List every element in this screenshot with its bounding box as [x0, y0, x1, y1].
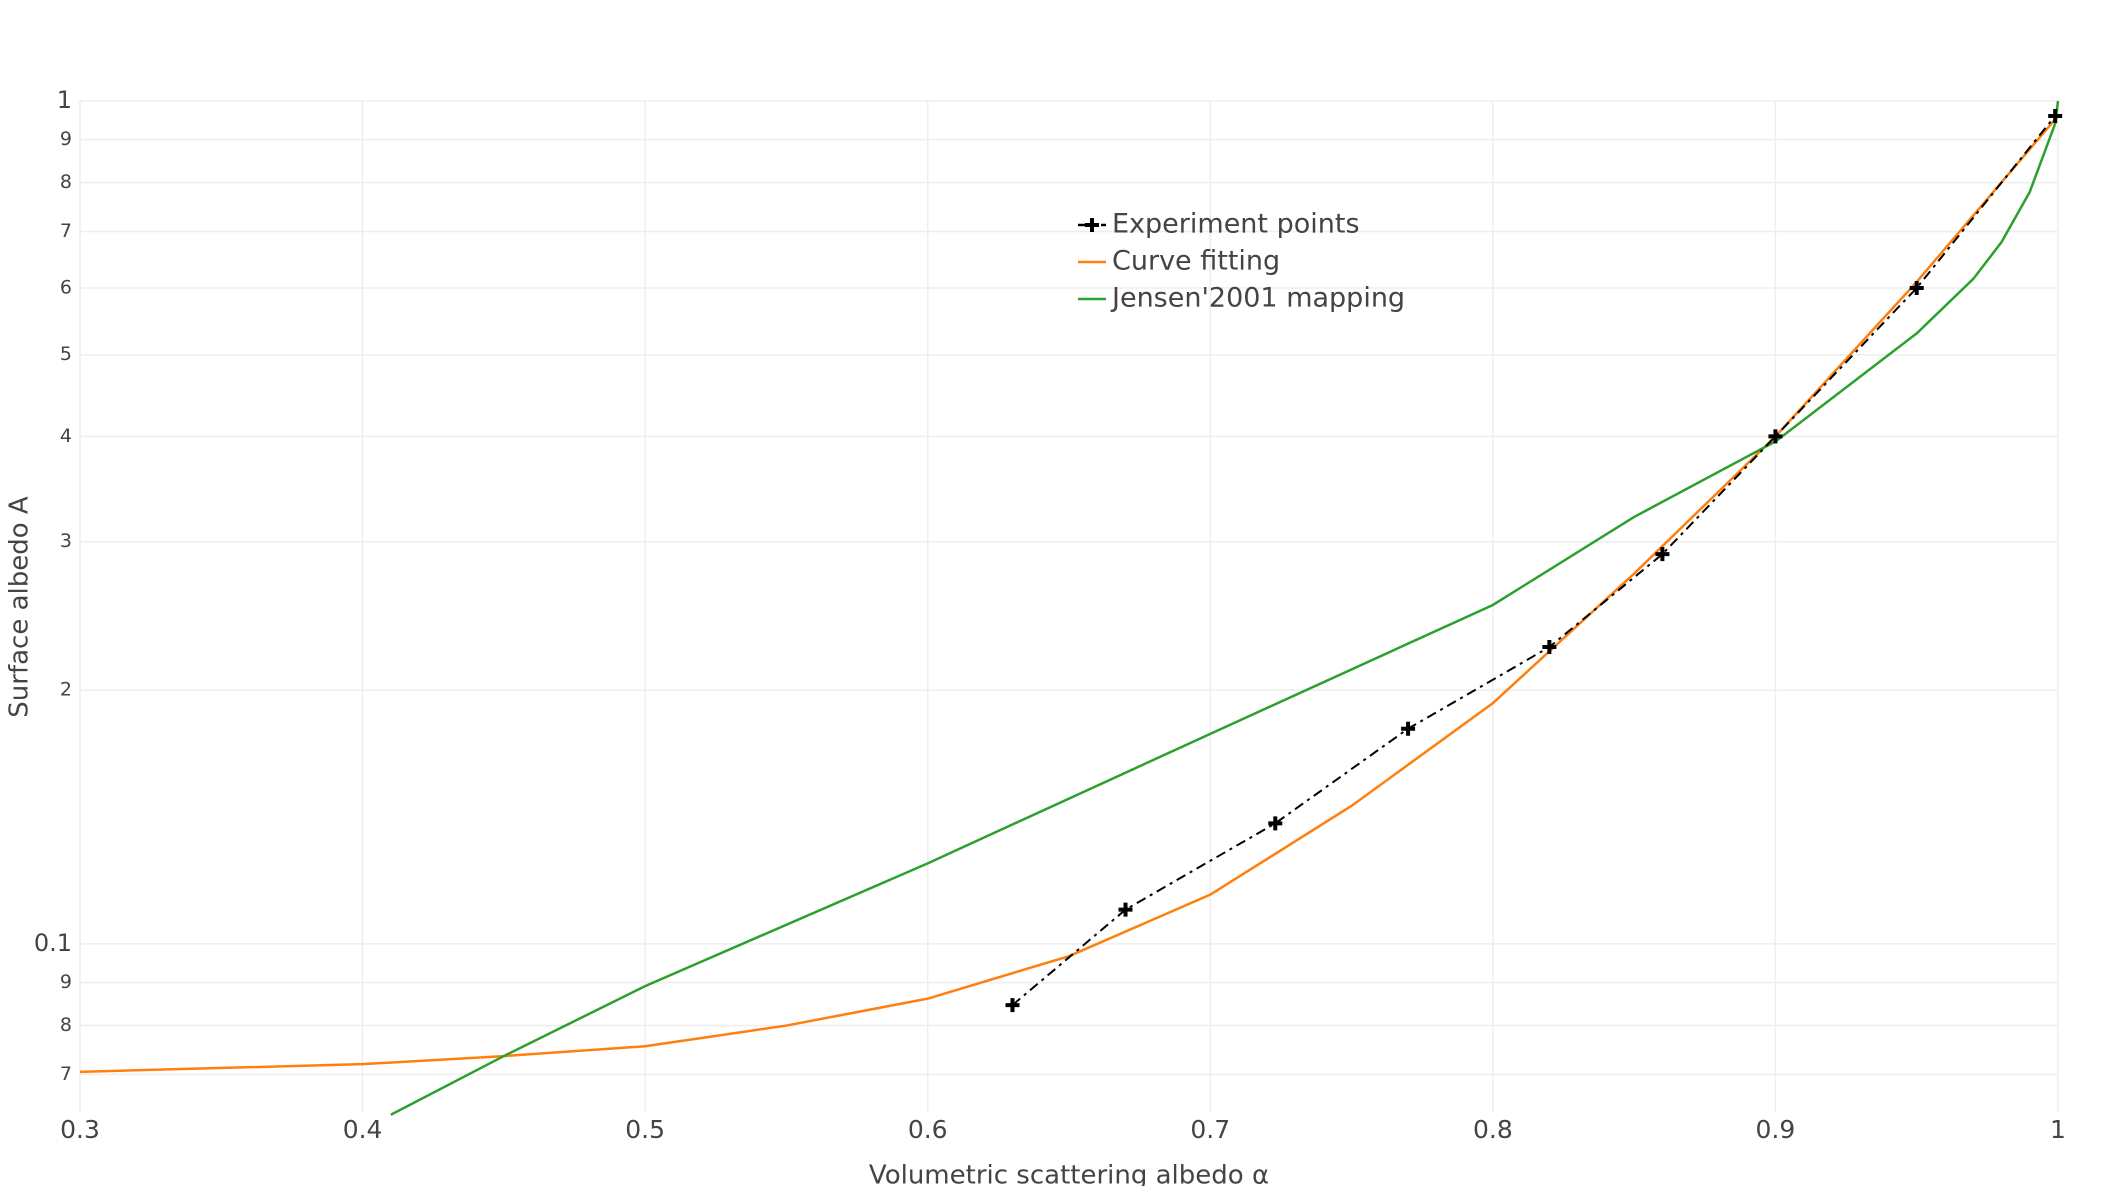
marker — [1542, 640, 1557, 655]
x-tick-label: 1 — [2050, 1115, 2066, 1144]
y-tick-label: 9 — [60, 971, 72, 993]
y-tick-label: 7 — [60, 220, 72, 242]
grid: 7 8 9 0.1 2 3 4 5 6 7 8 9 1 0.3 0.4 0.5 0.6 0.7 0.8 0.9 1 — [34, 86, 2066, 1144]
x-tick-label: 0.8 — [1473, 1115, 1513, 1144]
y-tick-label: 8 — [60, 171, 72, 193]
x-tick-label: 0.3 — [60, 1115, 100, 1144]
y-tick-label: 4 — [60, 425, 72, 447]
x-axis-title: Volumetric scattering albedo α — [869, 1161, 1269, 1186]
y-tick-label: 0.1 — [34, 929, 72, 957]
marker — [1268, 816, 1283, 831]
marker — [1655, 547, 1670, 562]
marker — [2048, 108, 2063, 123]
y-tick-label: 5 — [60, 343, 72, 365]
legend-label: Jensen'2001 mapping — [1110, 283, 1405, 314]
series-line — [79, 115, 2059, 1074]
y-tick-label: 1 — [57, 86, 72, 114]
y-tick-label: 8 — [60, 1014, 72, 1036]
y-tick-label: 6 — [60, 276, 72, 298]
y-tick-label: 3 — [60, 530, 72, 552]
x-tick-label: 0.4 — [343, 1115, 383, 1144]
y-tick-label: 7 — [60, 1063, 72, 1085]
x-tick-label: 0.9 — [1756, 1115, 1796, 1144]
marker — [1909, 280, 1924, 295]
y-tick-label: 9 — [60, 128, 72, 150]
y-axis-title: Surface albedo A — [5, 496, 35, 718]
legend-label: Curve fitting — [1112, 246, 1280, 277]
y-tick-label: 2 — [60, 679, 72, 701]
marker — [1401, 721, 1416, 736]
marker — [1768, 429, 1783, 444]
marker — [1118, 902, 1133, 917]
series-line — [390, 100, 2060, 1116]
legend-label: Experiment points — [1112, 209, 1360, 240]
legend-marker — [1085, 218, 1099, 232]
x-tick-label: 0.6 — [908, 1115, 948, 1144]
marker — [1005, 998, 1020, 1013]
x-tick-label: 0.5 — [625, 1115, 665, 1144]
x-tick-label: 0.7 — [1190, 1115, 1230, 1144]
